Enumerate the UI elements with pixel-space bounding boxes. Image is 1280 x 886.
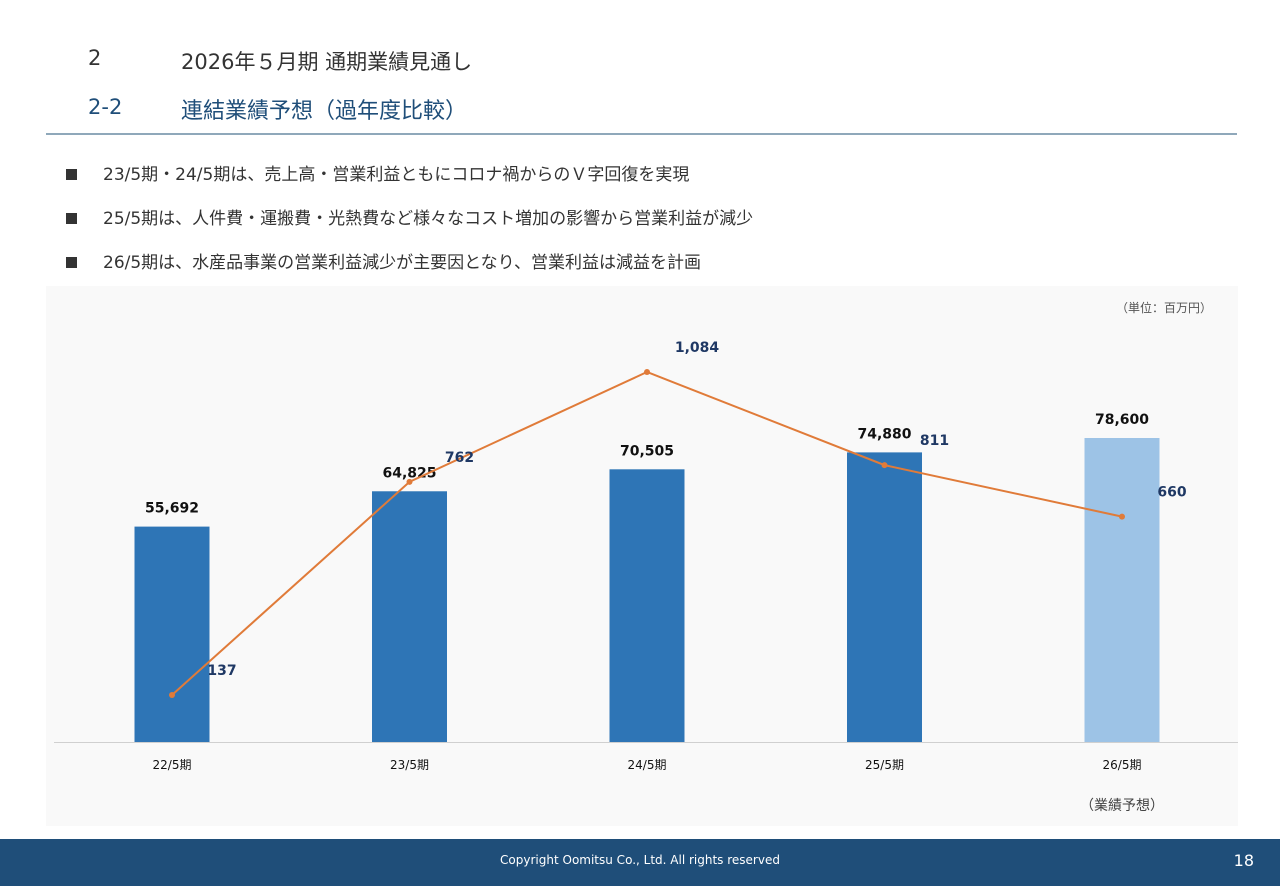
bullet-text: 25/5期は、人件費・運搬費・光熱費など様々なコスト増加の影響から営業利益が減少	[103, 209, 754, 229]
chart-panel: （単位：百万円） （業績予想） 55,692 22/5期 64,825 23/5期 70…	[46, 286, 1238, 826]
bullet-text: 26/5期は、水産品事業の営業利益減少が主要因となり、営業利益は減益を計画	[103, 253, 701, 273]
operating-profit-point	[169, 692, 175, 698]
sales-value-label: 64,825	[382, 465, 436, 481]
operating-profit-point	[644, 369, 650, 375]
x-axis-tick-label: 22/5期	[153, 758, 192, 772]
copyright-text: Copyright Oomitsu Co., Ltd. All rights r…	[500, 853, 780, 867]
square-bullet-icon	[66, 257, 77, 268]
sales-bar	[134, 526, 210, 742]
footer: Copyright Oomitsu Co., Ltd. All rights r…	[0, 839, 1280, 886]
sales-value-label: 70,505	[620, 443, 674, 459]
bullet-text: 23/5期・24/5期は、売上高・営業利益ともにコロナ禍からのＶ字回復を実現	[103, 165, 690, 185]
unit-label: （単位：百万円）	[1116, 300, 1212, 315]
sales-operating-profit-chart: （単位：百万円） （業績予想） 55,692 22/5期 64,825 23/5期 70…	[54, 300, 1238, 814]
page-number: 18	[1233, 851, 1254, 870]
operating-profit-point	[406, 478, 413, 485]
sales-value-label: 78,600	[1095, 412, 1149, 428]
header-divider	[46, 133, 1237, 135]
sales-value-label: 55,692	[145, 501, 199, 517]
sales-bar	[847, 452, 922, 742]
operating-profit-label: 660	[1157, 485, 1186, 501]
sales-bar	[1084, 438, 1160, 742]
operating-profit-label: 1,084	[675, 340, 720, 356]
x-axis-tick-label: 25/5期	[865, 758, 904, 772]
operating-profit-point	[1119, 513, 1125, 520]
subsection-number: 2-2	[88, 95, 123, 119]
operating-profit-label: 811	[920, 433, 949, 449]
operating-profit-point	[881, 462, 888, 469]
page-title: 連結業績予想（過年度比較）	[181, 99, 468, 124]
sales-bar	[609, 469, 685, 742]
section-number: 2	[88, 46, 102, 70]
forecast-note: （業績予想）	[1080, 798, 1164, 814]
operating-profit-label: 762	[445, 450, 474, 466]
section-title: 2026年５月期 通期業績見通し	[181, 50, 473, 74]
square-bullet-icon	[66, 169, 77, 180]
operating-profit-label: 137	[207, 663, 236, 679]
x-axis-tick-label: 24/5期	[628, 758, 667, 772]
sales-value-label: 74,880	[857, 426, 911, 442]
x-axis-tick-label: 26/5期	[1103, 758, 1142, 772]
x-axis-tick-label: 23/5期	[390, 758, 429, 772]
sales-bar	[372, 491, 447, 742]
square-bullet-icon	[66, 213, 77, 224]
